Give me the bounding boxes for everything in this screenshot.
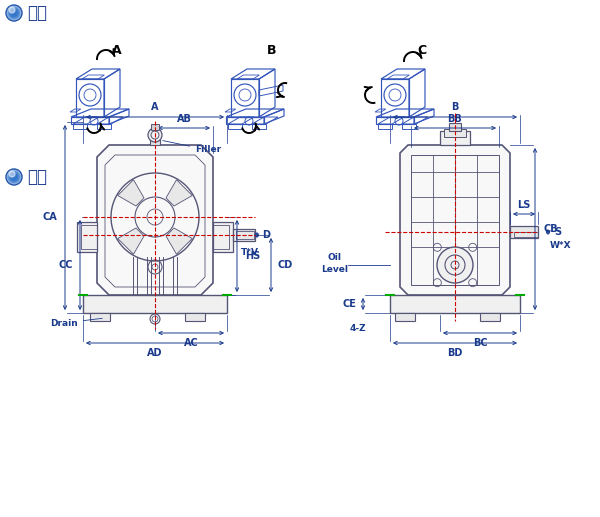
Circle shape [7, 170, 21, 184]
Polygon shape [166, 228, 192, 254]
Circle shape [6, 169, 22, 185]
Text: BB: BB [448, 114, 463, 124]
Text: 軸向: 軸向 [27, 4, 47, 22]
Bar [77, 222, 97, 252]
Bar [151, 124, 159, 130]
Bar [449, 123, 461, 131]
Polygon shape [400, 145, 510, 295]
Circle shape [12, 175, 16, 179]
Text: LS: LS [517, 200, 530, 210]
Text: CB: CB [543, 224, 557, 234]
Circle shape [9, 172, 19, 182]
Bar [185, 313, 205, 321]
Text: B: B [267, 44, 277, 57]
Circle shape [13, 12, 15, 14]
Text: W*X: W*X [550, 241, 572, 250]
Circle shape [7, 6, 21, 20]
Text: AC: AC [184, 338, 199, 348]
Bar [395, 313, 415, 321]
Bar [81, 225, 97, 249]
Circle shape [12, 11, 16, 15]
Bar [480, 313, 500, 321]
Circle shape [148, 128, 162, 142]
Bar [213, 222, 233, 252]
Bar [390, 295, 520, 313]
Bar [233, 229, 255, 241]
Text: CD: CD [278, 260, 293, 270]
Polygon shape [118, 180, 144, 206]
Circle shape [11, 174, 17, 180]
Circle shape [437, 247, 473, 283]
Text: T*V: T*V [241, 248, 259, 257]
Polygon shape [118, 228, 144, 254]
Circle shape [10, 9, 18, 17]
Circle shape [6, 5, 22, 21]
Text: S: S [554, 227, 561, 237]
Text: HS: HS [245, 251, 260, 261]
Bar [213, 225, 229, 249]
Bar [514, 232, 538, 237]
Bar [440, 131, 470, 145]
Text: CC: CC [59, 260, 73, 270]
Circle shape [8, 171, 20, 183]
Bar [150, 135, 160, 145]
Bar [444, 129, 466, 137]
Text: AB: AB [176, 114, 191, 124]
Text: Filler: Filler [163, 141, 221, 155]
Text: 4-Z: 4-Z [350, 324, 367, 333]
Text: B: B [451, 102, 458, 112]
Bar [83, 295, 227, 313]
Circle shape [8, 7, 20, 19]
Text: AD: AD [147, 348, 163, 358]
Text: Drain: Drain [50, 318, 102, 327]
Bar [236, 231, 254, 239]
Text: A: A [112, 44, 122, 57]
Text: BD: BD [448, 348, 463, 358]
Text: CA: CA [42, 212, 57, 222]
Polygon shape [166, 180, 192, 206]
Text: 規格: 規格 [27, 168, 47, 186]
Circle shape [13, 176, 15, 178]
Text: CE: CE [342, 299, 356, 309]
Bar [510, 226, 538, 238]
Circle shape [10, 173, 18, 181]
Circle shape [11, 10, 17, 16]
Text: BC: BC [473, 338, 487, 348]
Bar [90, 313, 110, 321]
Text: Level: Level [322, 265, 349, 274]
Text: D: D [262, 230, 270, 240]
Circle shape [9, 171, 15, 177]
Circle shape [9, 7, 15, 13]
Text: Oil: Oil [328, 253, 342, 262]
Polygon shape [97, 145, 213, 295]
Text: A: A [151, 102, 159, 112]
Circle shape [9, 8, 19, 18]
Text: C: C [418, 44, 427, 57]
